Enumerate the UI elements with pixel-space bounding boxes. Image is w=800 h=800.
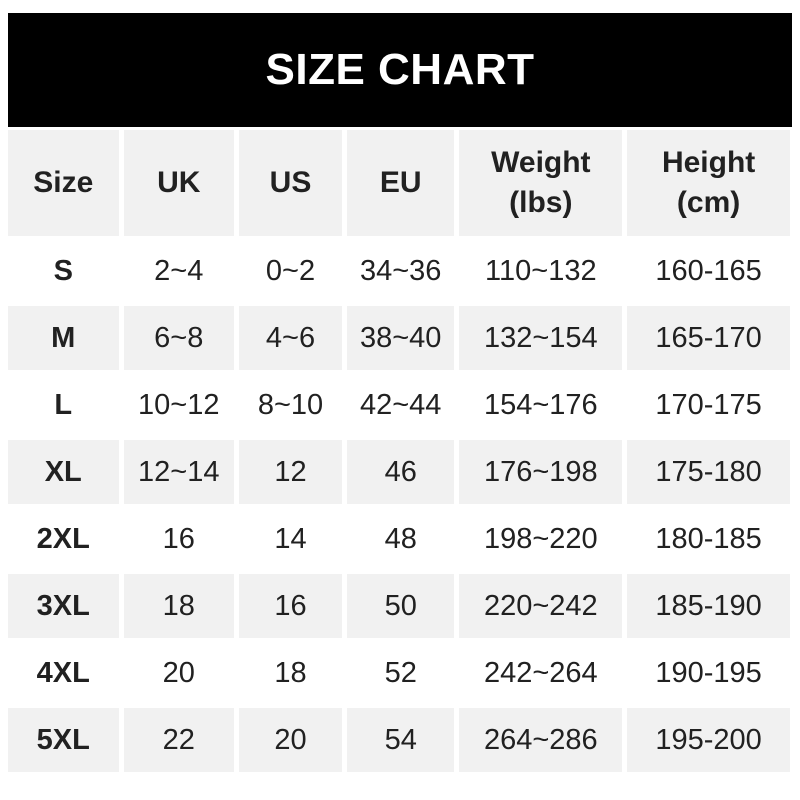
column-header-size: Size <box>8 130 119 236</box>
cell-weight: 242~264 <box>459 641 623 705</box>
cell-eu: 54 <box>346 708 455 772</box>
cell-eu: 38~40 <box>346 306 455 370</box>
cell-weight: 220~242 <box>459 574 623 638</box>
cell-eu: 52 <box>346 641 455 705</box>
table-row: M 6~8 4~6 38~40 132~154 165-170 <box>8 306 790 370</box>
table-row: L 10~12 8~10 42~44 154~176 170-175 <box>8 373 790 437</box>
cell-uk: 22 <box>123 708 235 772</box>
column-header-label: Height <box>661 146 756 180</box>
cell-eu: 48 <box>346 507 455 571</box>
cell-size: 4XL <box>8 641 119 705</box>
cell-size: 5XL <box>8 708 119 772</box>
cell-us: 12 <box>239 440 342 504</box>
column-header-uk: UK <box>123 130 235 236</box>
cell-size: 2XL <box>8 507 119 571</box>
cell-weight: 176~198 <box>459 440 623 504</box>
cell-weight: 154~176 <box>459 373 623 437</box>
column-header-eu: EU <box>346 130 455 236</box>
cell-uk: 18 <box>123 574 235 638</box>
cell-us: 20 <box>239 708 342 772</box>
cell-eu: 46 <box>346 440 455 504</box>
cell-uk: 12~14 <box>123 440 235 504</box>
column-header-label: US <box>269 166 312 200</box>
cell-height: 190-195 <box>627 641 790 705</box>
table-row: 3XL 18 16 50 220~242 185-190 <box>8 574 790 638</box>
cell-size: L <box>8 373 119 437</box>
cell-uk: 6~8 <box>123 306 235 370</box>
column-header-sublabel: (cm) <box>676 186 741 219</box>
header-row: Size UK US EU Weight (lbs) Height (cm) <box>8 130 790 236</box>
cell-us: 8~10 <box>239 373 342 437</box>
table-head: Size UK US EU Weight (lbs) Height (cm) <box>8 130 790 236</box>
cell-us: 4~6 <box>239 306 342 370</box>
cell-size: M <box>8 306 119 370</box>
column-header-label: UK <box>157 166 201 200</box>
table-row: 4XL 20 18 52 242~264 190-195 <box>8 641 790 705</box>
cell-us: 16 <box>239 574 342 638</box>
cell-height: 180-185 <box>627 507 790 571</box>
cell-weight: 132~154 <box>459 306 623 370</box>
cell-size: 3XL <box>8 574 119 638</box>
column-header-weight: Weight (lbs) <box>459 130 623 236</box>
cell-uk: 10~12 <box>123 373 235 437</box>
column-header-height: Height (cm) <box>627 130 790 236</box>
cell-height: 195-200 <box>627 708 790 772</box>
column-header-label: EU <box>379 166 422 200</box>
column-header-label: Size <box>33 166 94 200</box>
cell-us: 0~2 <box>239 239 342 303</box>
cell-eu: 34~36 <box>346 239 455 303</box>
cell-us: 18 <box>239 641 342 705</box>
cell-weight: 198~220 <box>459 507 623 571</box>
cell-size: S <box>8 239 119 303</box>
table-body: S 2~4 0~2 34~36 110~132 160-165 M 6~8 4~6 38~40 13… <box>8 239 790 772</box>
cell-height: 175-180 <box>627 440 790 504</box>
column-header-us: US <box>239 130 342 236</box>
column-header-label: Weight <box>491 146 591 180</box>
cell-height: 165-170 <box>627 306 790 370</box>
table-row: 2XL 16 14 48 198~220 180-185 <box>8 507 790 571</box>
cell-height: 160-165 <box>627 239 790 303</box>
cell-us: 14 <box>239 507 342 571</box>
cell-height: 170-175 <box>627 373 790 437</box>
table-row: XL 12~14 12 46 176~198 175-180 <box>8 440 790 504</box>
table-row: S 2~4 0~2 34~36 110~132 160-165 <box>8 239 790 303</box>
cell-uk: 20 <box>123 641 235 705</box>
cell-height: 185-190 <box>627 574 790 638</box>
column-header-sublabel: (lbs) <box>509 186 573 219</box>
cell-eu: 42~44 <box>346 373 455 437</box>
title-banner: SIZE CHART <box>8 13 792 127</box>
cell-weight: 264~286 <box>459 708 623 772</box>
cell-weight: 110~132 <box>459 239 623 303</box>
cell-uk: 2~4 <box>123 239 235 303</box>
page-title: SIZE CHART <box>265 45 535 94</box>
table-row: 5XL 22 20 54 264~286 195-200 <box>8 708 790 772</box>
cell-size: XL <box>8 440 119 504</box>
size-chart-table: Size UK US EU Weight (lbs) Height (cm) S 2~4 0~2 3… <box>3 127 795 775</box>
cell-eu: 50 <box>346 574 455 638</box>
cell-uk: 16 <box>123 507 235 571</box>
